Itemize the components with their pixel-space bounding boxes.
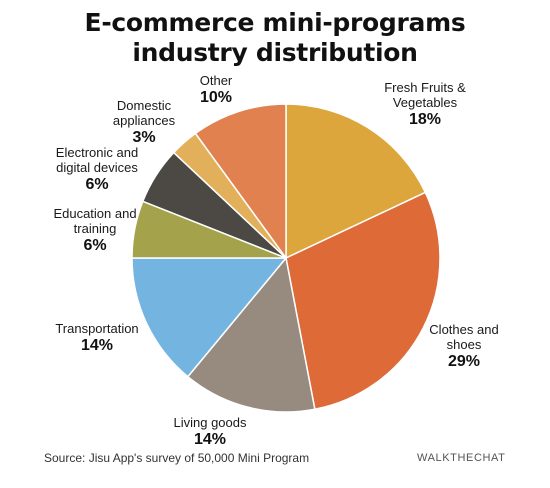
source-note: Source: Jisu App's survey of 50,000 Mini… bbox=[44, 451, 310, 465]
pie-slice-clothes-shoes bbox=[285, 191, 441, 411]
slice-percent-label: 6% bbox=[85, 176, 109, 193]
slice-percent-label: 29% bbox=[447, 353, 481, 370]
pie-slice-living-goods bbox=[186, 256, 316, 413]
slice-name-line: Electronic and bbox=[55, 145, 139, 160]
slice-label-education: Education and training 6% bbox=[40, 206, 150, 255]
slice-label-domestic-appliances: Domestic appliances 3% bbox=[96, 98, 192, 147]
slice-name-line: Education and bbox=[53, 206, 137, 221]
brand-logo: WALKTHECHAT bbox=[417, 452, 506, 464]
slice-label-clothes-shoes: Clothes and shoes 29% bbox=[414, 322, 514, 371]
chart-title-line-2: industry distribution bbox=[132, 38, 418, 67]
slice-label-other: Other 10% bbox=[184, 73, 248, 107]
slice-percent-label: 10% bbox=[199, 89, 233, 106]
slice-name-line: Domestic bbox=[116, 98, 172, 113]
slice-name-line: Fresh Fruits & bbox=[384, 80, 466, 95]
chart-title-line-1: E-commerce mini-programs bbox=[84, 8, 466, 37]
slice-name-line: Clothes and bbox=[429, 322, 499, 337]
slice-name-line: appliances bbox=[112, 113, 176, 128]
slice-label-transportation: Transportation 14% bbox=[42, 321, 152, 355]
slice-label-living-goods: Living goods 14% bbox=[160, 415, 260, 449]
slice-name-line: Other bbox=[199, 73, 233, 88]
slice-percent-label: 14% bbox=[193, 431, 227, 448]
slice-name-line: Transportation bbox=[55, 321, 139, 336]
slice-label-electronics: Electronic and digital devices 6% bbox=[32, 145, 162, 194]
pie-slice-transportation bbox=[131, 257, 288, 378]
slice-name-line: training bbox=[73, 221, 117, 236]
slice-percent-label: 6% bbox=[83, 237, 107, 254]
slice-percent-label: 14% bbox=[80, 337, 114, 354]
slice-name-line: Living goods bbox=[173, 415, 247, 430]
slice-label-fresh-fruits: Fresh Fruits & Vegetables 18% bbox=[360, 80, 490, 129]
slice-percent-label: 18% bbox=[408, 111, 442, 128]
pie-slice-other bbox=[194, 103, 287, 261]
slice-name-line: digital devices bbox=[56, 160, 138, 175]
slice-name-line: shoes bbox=[446, 337, 482, 352]
slice-percent-label: 3% bbox=[132, 129, 156, 146]
pie-slice-fresh-fruits bbox=[285, 103, 427, 260]
slice-name-line: Vegetables bbox=[392, 95, 458, 110]
